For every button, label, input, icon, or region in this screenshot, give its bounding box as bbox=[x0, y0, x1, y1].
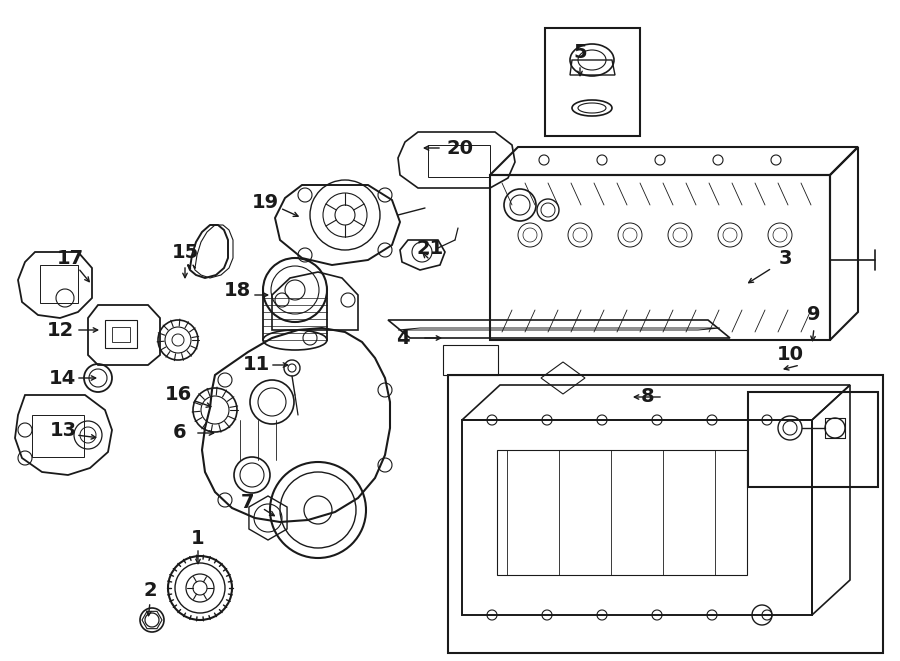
Bar bbox=[105, 320, 137, 348]
Text: 8: 8 bbox=[641, 387, 655, 407]
Text: 19: 19 bbox=[251, 192, 279, 212]
Text: 2: 2 bbox=[143, 580, 157, 600]
Bar bbox=[748, 392, 878, 487]
Text: 16: 16 bbox=[165, 385, 192, 405]
Bar bbox=[448, 375, 883, 653]
Text: 4: 4 bbox=[396, 329, 410, 348]
Text: 7: 7 bbox=[241, 492, 255, 512]
Text: 18: 18 bbox=[223, 280, 250, 299]
Text: 3: 3 bbox=[778, 249, 792, 268]
Bar bbox=[40, 265, 78, 303]
Bar bbox=[545, 28, 640, 136]
Bar bbox=[428, 145, 490, 177]
Bar bbox=[443, 345, 498, 375]
Bar bbox=[112, 327, 130, 342]
Text: 17: 17 bbox=[57, 249, 84, 268]
Text: 15: 15 bbox=[171, 243, 199, 262]
Bar bbox=[462, 420, 812, 615]
Text: 21: 21 bbox=[417, 239, 444, 258]
Text: 11: 11 bbox=[242, 356, 270, 375]
Text: 9: 9 bbox=[807, 305, 821, 325]
Bar bbox=[490, 175, 830, 340]
Text: 10: 10 bbox=[777, 346, 804, 364]
Bar bbox=[497, 450, 747, 575]
Text: 6: 6 bbox=[173, 424, 187, 442]
Bar bbox=[32, 415, 84, 457]
Text: 20: 20 bbox=[446, 139, 473, 157]
Text: 5: 5 bbox=[573, 42, 587, 61]
Text: 14: 14 bbox=[49, 368, 76, 387]
Text: 1: 1 bbox=[191, 529, 205, 547]
Text: 12: 12 bbox=[47, 321, 74, 340]
Text: 13: 13 bbox=[50, 420, 76, 440]
